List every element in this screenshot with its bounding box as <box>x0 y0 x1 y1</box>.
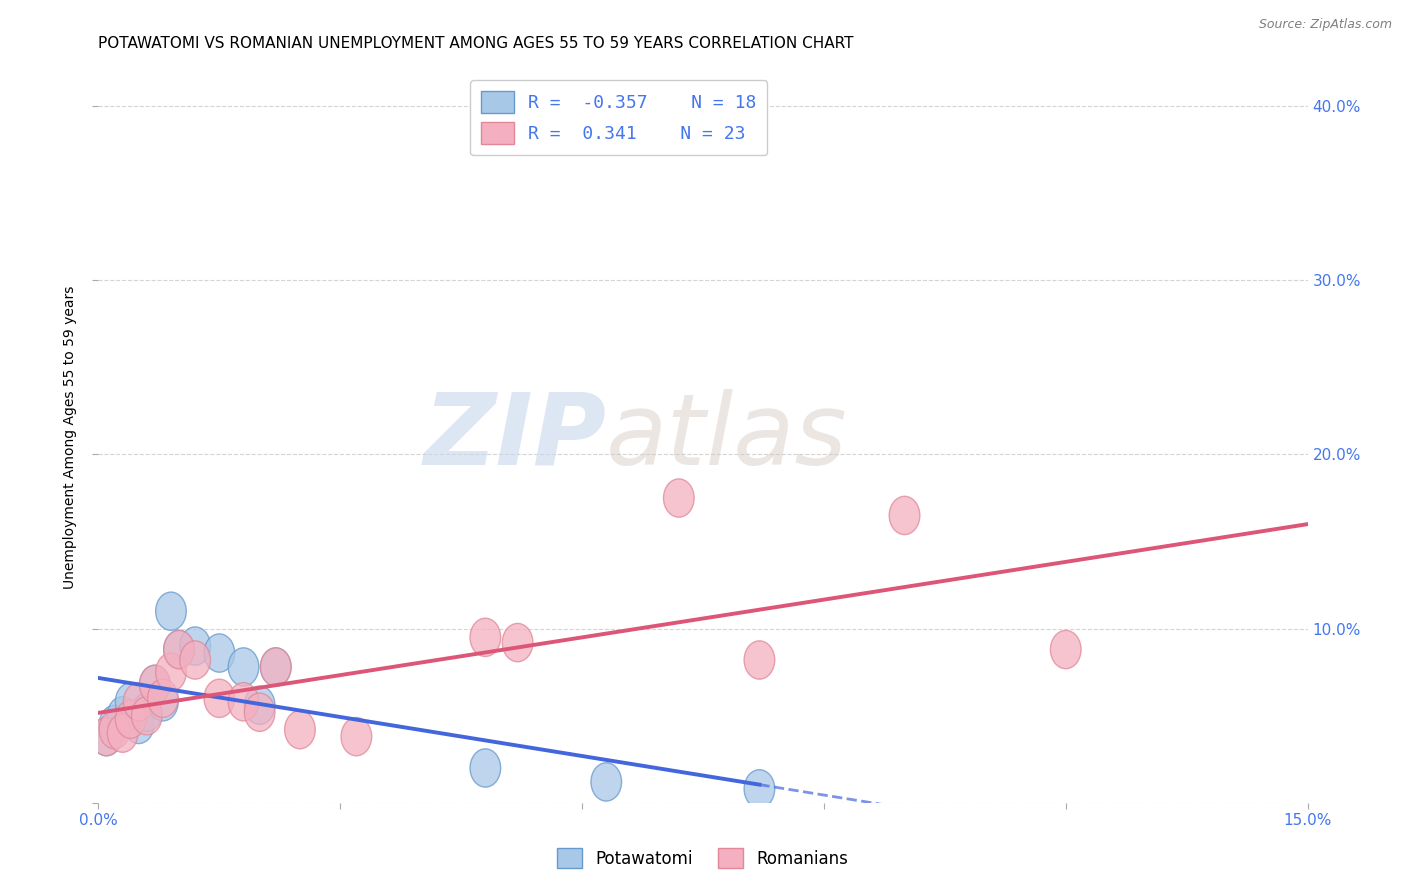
Legend: Potawatomi, Romanians: Potawatomi, Romanians <box>551 841 855 875</box>
Ellipse shape <box>115 700 146 739</box>
Ellipse shape <box>156 592 186 631</box>
Ellipse shape <box>204 634 235 673</box>
Ellipse shape <box>148 682 179 721</box>
Text: ZIP: ZIP <box>423 389 606 485</box>
Ellipse shape <box>284 711 315 748</box>
Ellipse shape <box>664 479 695 517</box>
Ellipse shape <box>156 653 186 691</box>
Ellipse shape <box>470 748 501 787</box>
Ellipse shape <box>163 631 194 669</box>
Ellipse shape <box>132 697 162 735</box>
Ellipse shape <box>260 648 291 686</box>
Ellipse shape <box>139 665 170 704</box>
Ellipse shape <box>139 665 170 704</box>
Ellipse shape <box>107 714 138 752</box>
Ellipse shape <box>245 686 276 724</box>
Ellipse shape <box>148 679 179 717</box>
Ellipse shape <box>1050 631 1081 669</box>
Ellipse shape <box>889 496 920 534</box>
Ellipse shape <box>228 648 259 686</box>
Ellipse shape <box>100 711 129 748</box>
Ellipse shape <box>107 697 138 735</box>
Ellipse shape <box>124 682 155 721</box>
Ellipse shape <box>245 693 276 731</box>
Ellipse shape <box>591 763 621 801</box>
Y-axis label: Unemployment Among Ages 55 to 59 years: Unemployment Among Ages 55 to 59 years <box>63 285 77 589</box>
Ellipse shape <box>100 706 129 744</box>
Ellipse shape <box>744 640 775 679</box>
Ellipse shape <box>204 679 235 717</box>
Ellipse shape <box>744 770 775 808</box>
Ellipse shape <box>91 717 122 756</box>
Ellipse shape <box>180 640 211 679</box>
Ellipse shape <box>115 682 146 721</box>
Ellipse shape <box>132 693 162 731</box>
Ellipse shape <box>228 682 259 721</box>
Ellipse shape <box>260 648 291 686</box>
Ellipse shape <box>124 706 155 744</box>
Ellipse shape <box>342 717 371 756</box>
Ellipse shape <box>502 624 533 662</box>
Text: POTAWATOMI VS ROMANIAN UNEMPLOYMENT AMONG AGES 55 TO 59 YEARS CORRELATION CHART: POTAWATOMI VS ROMANIAN UNEMPLOYMENT AMON… <box>98 36 853 51</box>
Text: atlas: atlas <box>606 389 848 485</box>
Text: Source: ZipAtlas.com: Source: ZipAtlas.com <box>1258 18 1392 31</box>
Ellipse shape <box>91 717 122 756</box>
Ellipse shape <box>180 627 211 665</box>
Ellipse shape <box>470 618 501 657</box>
Ellipse shape <box>163 631 194 669</box>
